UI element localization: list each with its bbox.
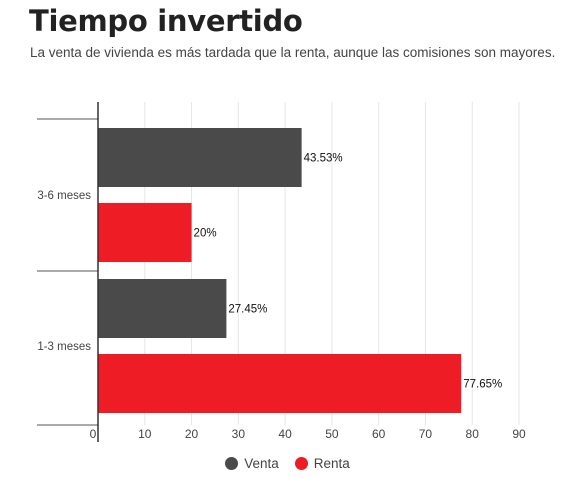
x-tick-label: 30 [232,427,246,441]
chart-subtitle: La venta de vivienda es más tardada que … [30,45,556,60]
x-tick-label: 0 [90,427,97,441]
legend-label: Renta [313,456,350,471]
data-label: 27.45% [228,304,267,316]
x-tick-label: 40 [278,427,292,441]
legend-item-renta[interactable]: Renta [294,456,350,471]
bar-renta [98,354,462,413]
data-label: 20% [194,228,217,240]
data-label: 77.65% [463,379,502,391]
legend-label: Venta [244,456,279,471]
data-label: 43.53% [304,153,343,165]
x-tick-label: 20 [185,427,199,441]
x-tick-label: 80 [466,427,480,441]
chart-title: Tiempo invertido [29,4,303,38]
bar-venta [98,279,227,338]
bar-chart: 43.53% 20% 3-6 meses 27.45% 77.65% 1-3 meses 0… [37,102,526,442]
category-label: 3-6 meses [37,190,91,202]
bar-renta [98,203,192,262]
legend-swatch [225,457,239,470]
category-label: 1-3 meses [37,341,91,353]
x-tick-label: 50 [325,427,339,441]
x-tick-label: 70 [419,427,433,441]
x-tick-label: 60 [372,427,386,441]
x-tick-label: 10 [138,427,152,441]
chart-legend: Venta Renta [0,456,575,471]
bar-venta [98,128,302,187]
legend-swatch [294,457,308,470]
legend-item-venta[interactable]: Venta [225,456,279,471]
x-tick-label: 90 [512,427,526,441]
